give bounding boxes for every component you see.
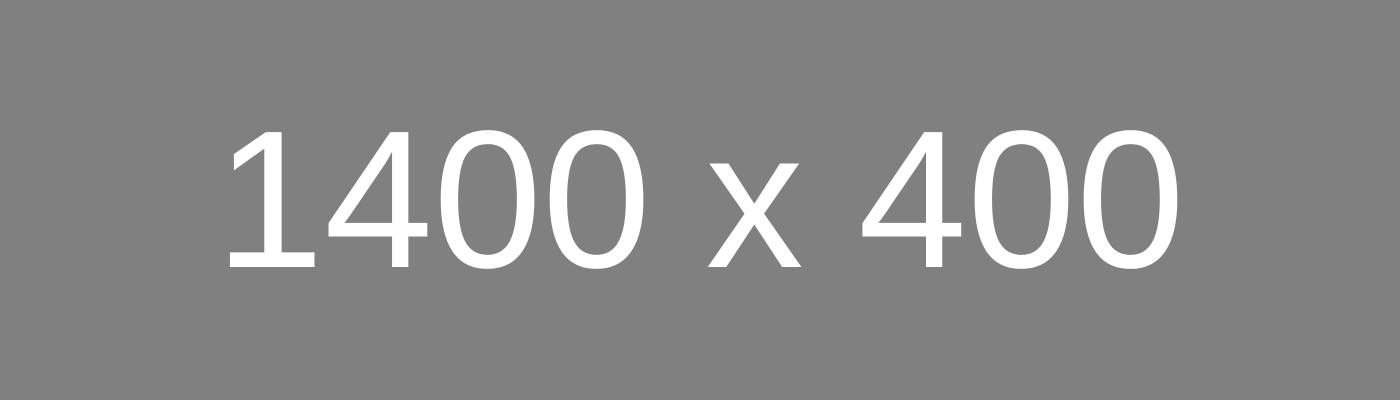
placeholder-dimensions-label: 1400 x 400 bbox=[215, 90, 1185, 309]
